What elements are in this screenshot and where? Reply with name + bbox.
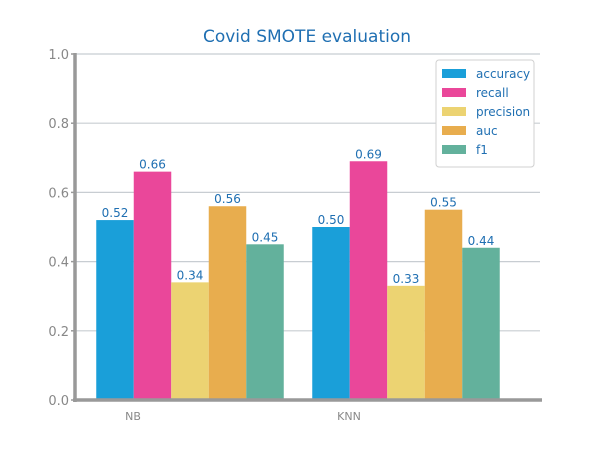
legend-label-precision: precision [476, 105, 530, 119]
chart-title: Covid SMOTE evaluation [203, 27, 411, 47]
legend: accuracy recall precision auc f1 [435, 59, 535, 168]
bar-f1-KNN [462, 247, 500, 400]
y-tick-label: 0.4 [48, 256, 69, 271]
data-labels: 0.52 0.50 0.66 0.69 0.34 0.33 0.56 0.55 0.45 0.44 [102, 147, 495, 286]
tick-labels: 0.0 0.2 0.4 0.6 0.8 1.0 NB KNN [48, 48, 361, 423]
x-tick-label: NB [125, 410, 141, 423]
legend-swatch-f1 [442, 145, 466, 154]
y-tick-label: 0.6 [48, 186, 69, 201]
data-label: 0.55 [430, 196, 457, 210]
legend-label-auc: auc [476, 124, 498, 138]
bar-auc-KNN [424, 209, 463, 400]
bar-f1-NB [246, 244, 284, 400]
data-label: 0.52 [102, 206, 129, 220]
legend-swatch-auc [442, 126, 466, 135]
data-label: 0.50 [318, 213, 345, 227]
legend-box [435, 59, 535, 168]
data-label: 0.66 [139, 158, 166, 172]
bar-recall-NB [133, 171, 172, 400]
bar-accuracy-NB [96, 220, 134, 400]
y-tick-label: 0.8 [48, 117, 69, 132]
data-label: 0.56 [214, 192, 241, 206]
legend-swatch-recall [442, 88, 466, 97]
y-tick-label: 0.0 [48, 394, 69, 409]
legend-label-recall: recall [476, 86, 509, 100]
bar-precision-KNN [387, 285, 425, 400]
bar-precision-NB [171, 282, 209, 400]
bar-recall-KNN [349, 161, 388, 400]
bar-accuracy-KNN [312, 227, 350, 400]
axes [73, 53, 542, 402]
data-label: 0.69 [355, 147, 382, 161]
y-tick-label: 1.0 [48, 48, 69, 63]
bars [96, 161, 500, 400]
legend-swatch-accuracy [442, 69, 466, 78]
data-label: 0.33 [393, 272, 420, 286]
x-tick-label: KNN [337, 410, 361, 423]
y-tick-label: 0.2 [48, 325, 69, 340]
data-label: 0.44 [468, 234, 495, 248]
legend-swatch-precision [442, 107, 466, 116]
data-label: 0.34 [177, 268, 204, 282]
legend-label-f1: f1 [476, 143, 488, 157]
bar-auc-NB [208, 206, 247, 400]
data-label: 0.45 [252, 230, 279, 244]
legend-label-accuracy: accuracy [476, 67, 530, 81]
